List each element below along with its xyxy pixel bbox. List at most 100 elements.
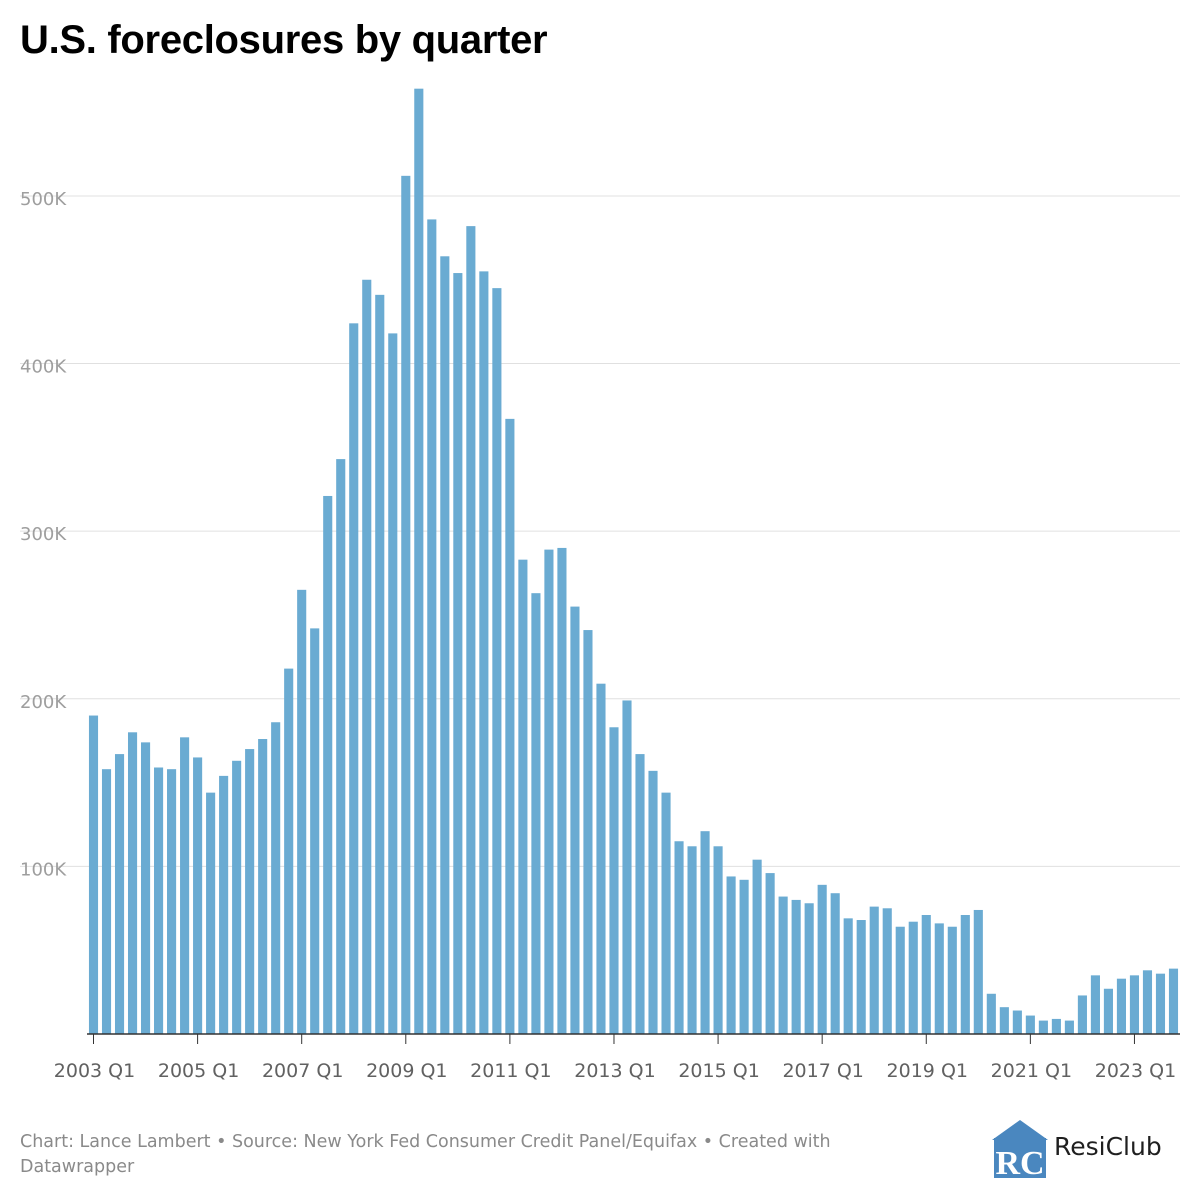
bar: [349, 323, 359, 1035]
bar: [336, 459, 346, 1035]
x-tick-label: 2015 Q1: [678, 1060, 759, 1082]
bar: [1038, 1020, 1048, 1034]
bar: [973, 909, 983, 1034]
bar: [127, 732, 138, 1034]
bar: [258, 739, 268, 1034]
bar: [1116, 978, 1126, 1034]
bar: [362, 279, 372, 1034]
bar: [596, 683, 606, 1034]
bar: [921, 915, 931, 1034]
bar: [479, 271, 489, 1034]
bar: [687, 846, 697, 1034]
bar: [791, 899, 801, 1034]
bar: [1064, 1020, 1074, 1034]
bar: [1090, 975, 1100, 1034]
bar: [114, 754, 125, 1034]
y-tick-label: 200K: [20, 692, 67, 713]
bar: [323, 495, 333, 1035]
bar: [947, 926, 957, 1034]
bar: [648, 770, 658, 1034]
bar: [1142, 970, 1153, 1034]
bar: [713, 846, 723, 1034]
bar: [960, 915, 970, 1034]
bar: [1012, 1010, 1022, 1034]
bar: [778, 896, 788, 1034]
y-tick-label: 100K: [20, 859, 67, 880]
bar: [583, 630, 593, 1034]
resiclub-logo-mark-icon: RC: [992, 1120, 1048, 1178]
chart-svg: 100K 200K 300K 400K 500K 2003 Q1 2005 Q1 2007 …: [20, 88, 1180, 1082]
bar: [375, 294, 385, 1035]
footer-note: Chart: Lance Lambert • Source: New York …: [20, 1132, 831, 1177]
bar: [388, 333, 398, 1034]
bar: [427, 219, 437, 1034]
bar: [1025, 1015, 1035, 1034]
bar: [401, 175, 411, 1034]
bar: [544, 549, 554, 1034]
bar: [570, 606, 580, 1034]
bar: [453, 273, 463, 1034]
chart-title: U.S. foreclosures by quarter: [20, 18, 548, 62]
bar: [765, 873, 775, 1034]
bar: [739, 879, 749, 1034]
bar: [245, 749, 255, 1034]
y-tick-label: 500K: [20, 189, 67, 210]
x-tick-label: 2005 Q1: [158, 1060, 239, 1082]
logo-body-shape: [994, 1138, 1046, 1178]
bar: [661, 792, 671, 1034]
bar: [557, 547, 567, 1034]
bar: [830, 893, 840, 1034]
bar: [219, 775, 229, 1034]
x-tick-label: 2003 Q1: [54, 1060, 135, 1082]
x-tick-label: 2013 Q1: [574, 1060, 655, 1082]
bar: [700, 831, 710, 1034]
bar: [752, 859, 762, 1034]
bar: [999, 1007, 1009, 1034]
bar: [843, 918, 853, 1034]
bar: [505, 418, 515, 1034]
bar: [492, 288, 502, 1034]
x-tick-label: 2007 Q1: [262, 1060, 343, 1082]
bar: [193, 757, 203, 1034]
x-axis-ticks: 2003 Q1 2005 Q1 2007 Q1 2009 Q1 2011 Q1 2013 …: [54, 1034, 1176, 1082]
bar: [297, 589, 307, 1034]
y-tick-label: 400K: [20, 357, 67, 378]
bar: [986, 993, 996, 1034]
bar: [284, 668, 294, 1034]
bar: [88, 715, 99, 1034]
bar: [466, 226, 476, 1034]
bar: [804, 903, 814, 1034]
grid-lines: [20, 195, 1180, 867]
bar: [206, 792, 216, 1034]
bar: [232, 760, 242, 1034]
y-axis-ticks: 100K 200K 300K 400K 500K: [20, 189, 67, 880]
bar: [531, 593, 541, 1034]
logo-mark-letters: RC: [995, 1145, 1044, 1178]
bar: [908, 921, 918, 1034]
logo-roof-shape: [992, 1120, 1048, 1140]
bar: [1168, 968, 1179, 1034]
bar: [1051, 1018, 1061, 1034]
bar: [674, 841, 684, 1034]
bar: [856, 920, 866, 1034]
bar: [141, 742, 151, 1034]
x-tick-label: 2021 Q1: [991, 1060, 1072, 1082]
bar: [180, 737, 190, 1034]
x-tick-label: 2009 Q1: [366, 1060, 447, 1082]
bar: [271, 722, 281, 1034]
bar: [1129, 975, 1140, 1034]
bar: [1103, 988, 1113, 1034]
resiclub-logo: RC ResiClub: [992, 1120, 1192, 1180]
bar: [167, 769, 177, 1034]
x-tick-label: 2017 Q1: [782, 1060, 863, 1082]
logo-text: ResiClub: [1054, 1132, 1162, 1161]
bar: [726, 876, 736, 1034]
y-tick-label: 300K: [20, 524, 67, 545]
bar: [817, 884, 827, 1034]
bar: [518, 559, 528, 1034]
bar: [310, 628, 320, 1034]
bar: [622, 700, 632, 1034]
bar: [635, 754, 645, 1034]
bar: [895, 926, 905, 1034]
bar: [934, 923, 944, 1034]
